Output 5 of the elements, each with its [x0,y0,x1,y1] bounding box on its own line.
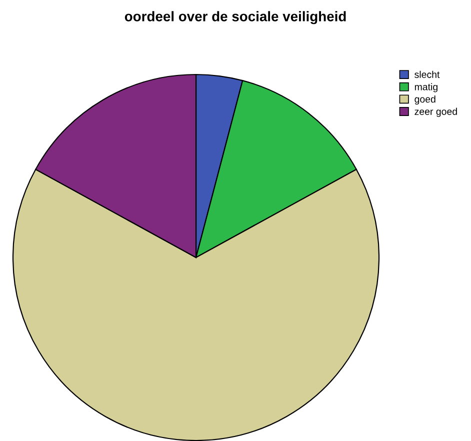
legend-label: matig [414,83,438,92]
legend-label: zeer goed [414,108,457,117]
legend-label: slecht [414,70,440,78]
legend-label: goed [414,95,436,105]
chart-title: oordeel over de sociale veiligheid [124,11,346,24]
